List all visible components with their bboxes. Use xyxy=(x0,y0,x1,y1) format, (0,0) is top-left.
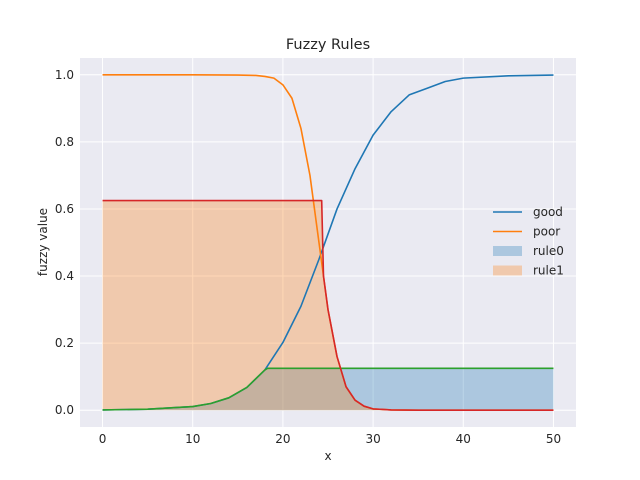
x-ticks: 0 10 20 30 40 50 xyxy=(99,432,561,446)
line-series xyxy=(102,73,554,412)
x-tick-label: 40 xyxy=(456,432,471,446)
legend: good poor rule0 rule1 xyxy=(493,205,564,278)
legend-swatch-rule1 xyxy=(493,265,522,276)
y-tick-label: 0.8 xyxy=(55,135,74,149)
y-tick-label: 0.0 xyxy=(55,403,74,417)
y-tick-label: 0.6 xyxy=(55,202,74,216)
legend-swatch-rule0 xyxy=(493,246,522,256)
legend-label-rule1: rule1 xyxy=(533,264,564,278)
x-tick-label: 50 xyxy=(546,432,561,446)
y-axis-label: fuzzy value xyxy=(36,208,50,276)
y-tick-label: 0.4 xyxy=(55,269,74,283)
line-series-2 xyxy=(102,367,554,411)
grid xyxy=(80,58,576,427)
area-rule1 xyxy=(102,200,554,411)
y-ticks: 0.0 0.2 0.4 0.6 0.8 1.0 xyxy=(55,68,74,417)
chart-title: Fuzzy Rules xyxy=(286,37,370,53)
y-tick-label: 1.0 xyxy=(55,68,74,82)
x-axis-label: x xyxy=(324,449,331,463)
y-tick-label: 0.2 xyxy=(55,336,74,350)
plot-background xyxy=(80,58,576,427)
legend-label-rule0: rule0 xyxy=(533,244,564,258)
area-series xyxy=(102,200,554,411)
x-tick-label: 30 xyxy=(365,432,380,446)
x-tick-label: 20 xyxy=(275,432,290,446)
line-series-3 xyxy=(102,199,554,412)
area-rule0 xyxy=(102,368,554,411)
legend-label-good: good xyxy=(533,205,563,219)
x-tick-label: 10 xyxy=(185,432,200,446)
legend-label-poor: poor xyxy=(533,225,560,239)
x-tick-label: 0 xyxy=(99,432,107,446)
